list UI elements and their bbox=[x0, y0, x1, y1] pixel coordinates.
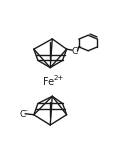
Text: Fe: Fe bbox=[43, 77, 54, 87]
Text: ⁻: ⁻ bbox=[25, 109, 29, 115]
Text: ⁻: ⁻ bbox=[77, 46, 81, 52]
Text: C: C bbox=[19, 110, 26, 119]
Text: 2+: 2+ bbox=[54, 75, 64, 81]
Text: C: C bbox=[72, 47, 78, 56]
